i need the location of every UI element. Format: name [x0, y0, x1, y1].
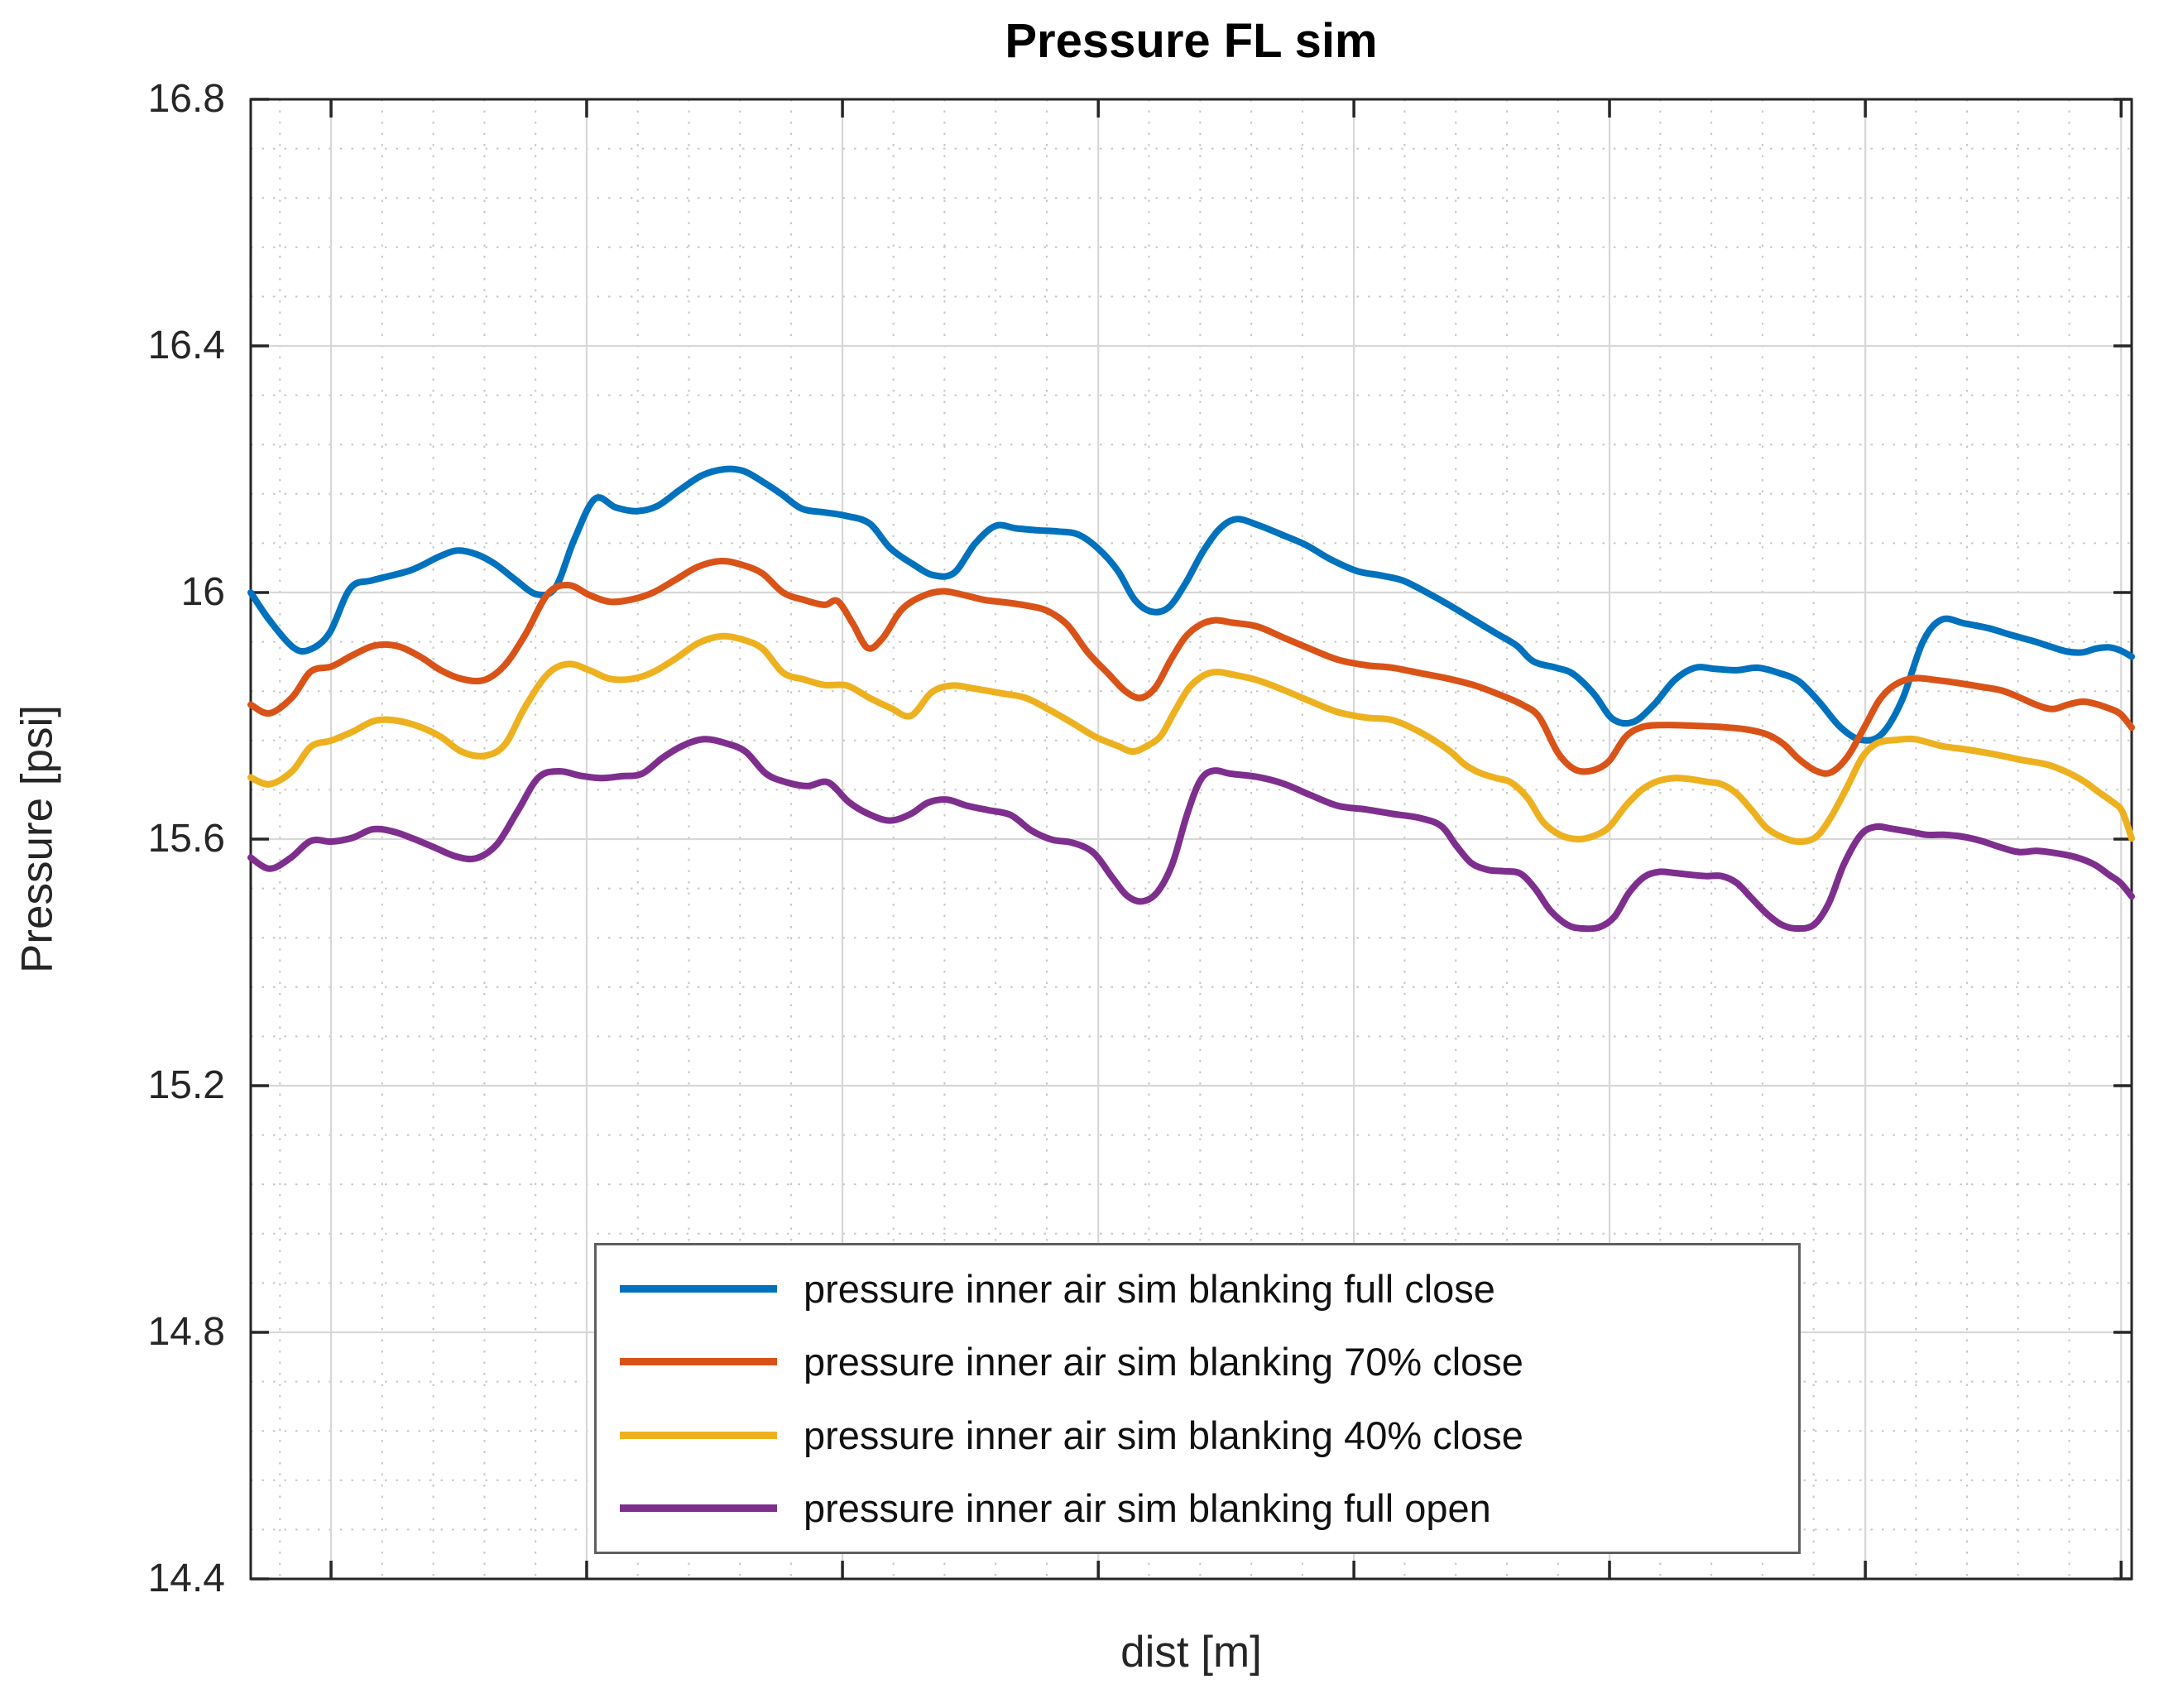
- legend-item: pressure inner air sim blanking full clo…: [597, 1266, 1798, 1312]
- legend-line-sample: [620, 1284, 777, 1293]
- y-tick-label: 15.6: [147, 817, 225, 861]
- y-tick-label: 15.2: [147, 1063, 225, 1107]
- legend-item-label: pressure inner air sim blanking 70% clos…: [804, 1340, 1523, 1384]
- legend-line-sample: [620, 1358, 777, 1366]
- series-line-2: [247, 632, 2135, 845]
- series-line-1: [247, 557, 2135, 777]
- legend-item: pressure inner air sim blanking 70% clos…: [597, 1339, 1798, 1384]
- legend-item-label: pressure inner air sim blanking full ope…: [804, 1486, 1491, 1531]
- chart-title: Pressure FL sim: [1005, 14, 1378, 68]
- legend: pressure inner air sim blanking full clo…: [594, 1243, 1801, 1554]
- legend-line-sample: [620, 1504, 777, 1513]
- y-tick-label: 16: [180, 570, 225, 614]
- legend-item-label: pressure inner air sim blanking full clo…: [804, 1266, 1495, 1311]
- legend-item: pressure inner air sim blanking full ope…: [597, 1485, 1798, 1531]
- series-line-3: [247, 736, 2135, 933]
- legend-line-sample: [620, 1431, 777, 1439]
- y-tick-label: 14.4: [147, 1557, 225, 1600]
- y-tick-label: 16.4: [147, 324, 225, 367]
- legend-item: pressure inner air sim blanking 40% clos…: [597, 1413, 1798, 1458]
- legend-item-label: pressure inner air sim blanking 40% clos…: [804, 1413, 1523, 1457]
- y-tick-label: 16.8: [147, 77, 225, 121]
- x-axis-label: dist [m]: [1120, 1628, 1262, 1677]
- y-tick-label: 14.8: [147, 1310, 225, 1354]
